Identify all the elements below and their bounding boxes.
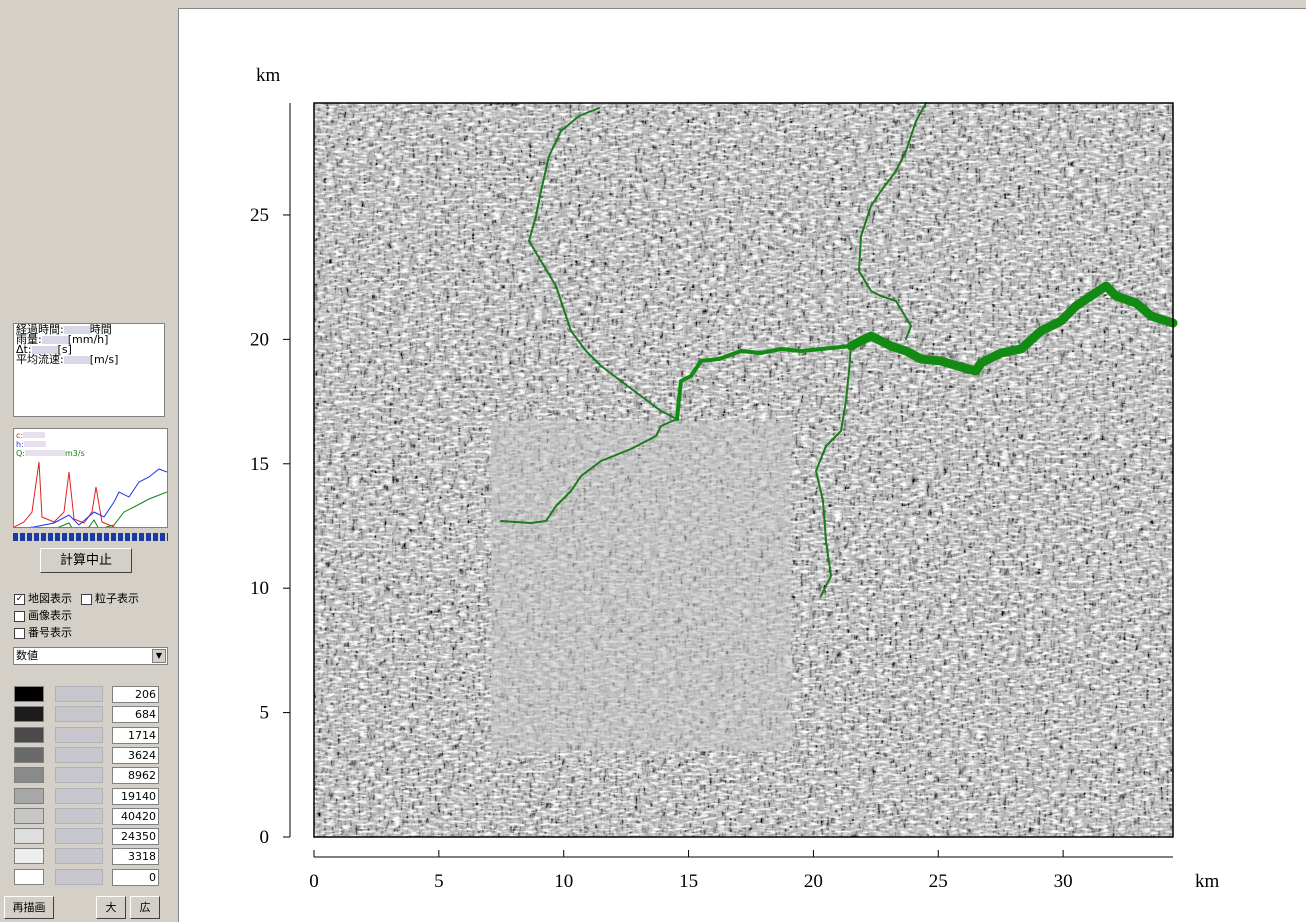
x-tick-label: 5 [434,871,444,892]
y-tick-label: 25 [250,205,269,226]
x-tick-label: 10 [554,871,573,892]
y-axis-label: km [256,65,281,86]
y-tick-label: 5 [260,703,270,724]
x-tick-label: 25 [929,871,948,892]
x-tick-label: 30 [1054,871,1073,892]
x-tick-label: 20 [804,871,823,892]
x-tick-label: 15 [679,871,698,892]
y-tick-label: 10 [250,578,269,599]
y-tick-label: 0 [260,827,270,848]
map-area: km km 0 5 10 15 20 25 30 0 5 10 15 20 25 [178,8,1306,922]
y-tick-label: 15 [250,454,269,475]
plain-area [491,421,791,751]
x-tick-label: 0 [309,871,319,892]
y-tick-label: 20 [250,329,269,350]
x-axis-label: km [1195,871,1220,892]
app-window: 経過時間:時間雨量:[mm/h]Δt:[s]平均流速:[m/s] c:h:Q:m… [0,0,1306,921]
